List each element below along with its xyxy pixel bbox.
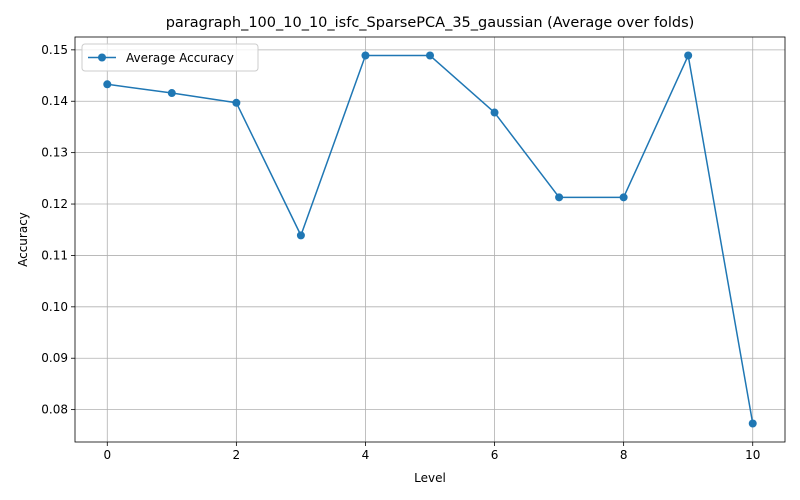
series-layer: [103, 51, 757, 428]
chart-title: paragraph_100_10_10_isfc_SparsePCA_35_ga…: [166, 15, 695, 31]
data-point: [232, 98, 241, 107]
x-tick-label: 4: [362, 448, 370, 462]
data-point: [296, 231, 305, 240]
data-point: [103, 80, 112, 89]
x-tick-label: 8: [620, 448, 628, 462]
x-axis-ticks: 0 2 4 6 8 10: [103, 442, 760, 462]
y-tick-label: 0.09: [41, 351, 68, 365]
legend-entry-label: Average Accuracy: [126, 51, 234, 65]
x-tick-label: 0: [103, 448, 111, 462]
grid-lines: [75, 37, 785, 442]
legend-marker-swatch: [98, 53, 106, 62]
plot-frame: [74, 36, 786, 443]
data-point: [490, 108, 499, 117]
legend-box: [81, 43, 259, 72]
y-tick-label: 0.11: [41, 248, 68, 262]
data-point: [684, 51, 693, 60]
y-axis-label: Accuracy: [16, 212, 30, 267]
x-tick-label: 6: [491, 448, 499, 462]
data-point: [748, 419, 757, 428]
x-tick-label: 10: [745, 448, 760, 462]
y-tick-label: 0.14: [41, 94, 68, 108]
y-axis-ticks: 0.08 0.09 0.10 0.11 0.12 0.13 0.14 0.15: [41, 43, 75, 417]
y-tick-label: 0.10: [41, 300, 68, 314]
data-point: [426, 51, 434, 60]
y-tick-label: 0.12: [41, 197, 68, 211]
data-point: [361, 51, 370, 60]
data-point: [619, 193, 628, 202]
y-tick-label: 0.08: [41, 403, 68, 417]
x-axis-label: Level: [414, 471, 446, 485]
y-tick-label: 0.15: [41, 43, 68, 57]
data-point: [555, 193, 564, 202]
x-tick-label: 2: [233, 448, 241, 462]
legend: Average Accuracy: [81, 43, 259, 72]
y-tick-label: 0.13: [41, 146, 68, 160]
data-point: [167, 89, 176, 98]
